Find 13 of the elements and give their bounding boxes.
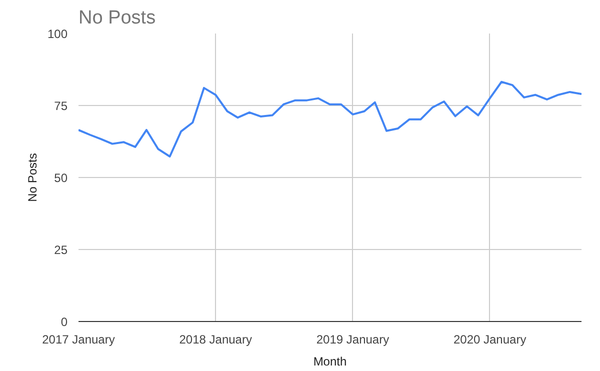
x-axis-title: Month	[313, 354, 347, 368]
y-axis-title: No Posts	[25, 153, 40, 202]
y-tick-label: 25	[54, 243, 68, 257]
x-tick-label: 2019 January	[316, 332, 390, 346]
x-tick-label: 2020 January	[453, 332, 526, 346]
chart-title: No Posts	[78, 8, 156, 28]
x-tick-label: 2017 January	[42, 332, 115, 346]
y-tick-label: 100	[47, 27, 68, 41]
x-tick-label: 2018 January	[179, 332, 252, 346]
y-tick-label: 75	[54, 99, 68, 113]
y-tick-label: 50	[54, 171, 68, 185]
line-series	[78, 80, 582, 158]
y-tick-label: 0	[60, 315, 68, 329]
